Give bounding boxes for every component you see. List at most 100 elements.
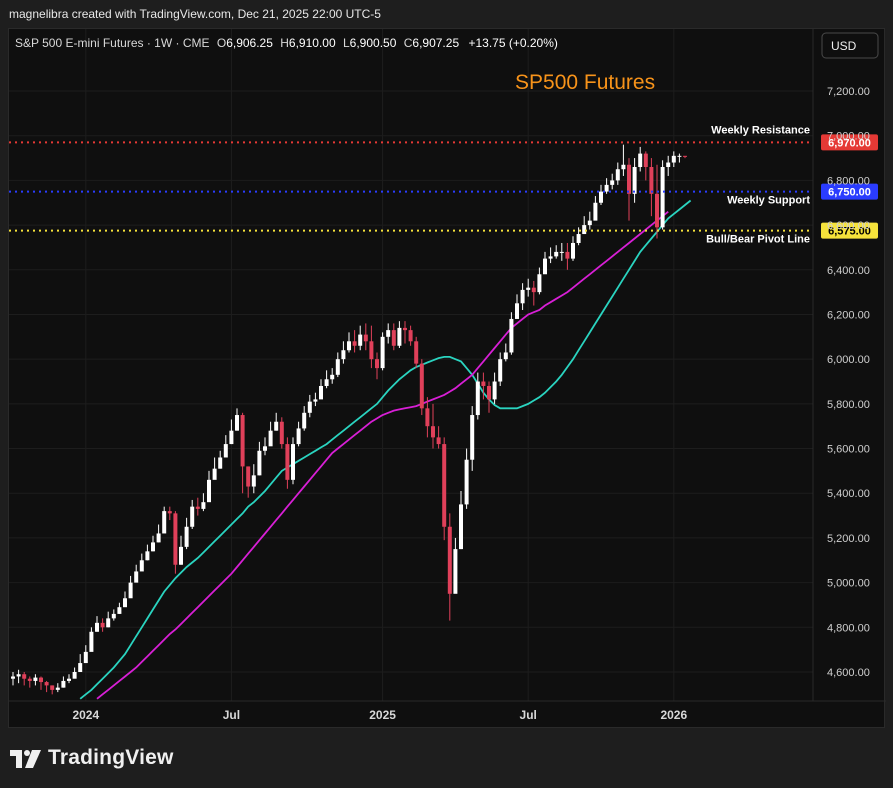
candle[interactable] <box>576 227 581 246</box>
candle[interactable] <box>83 645 88 664</box>
candle[interactable] <box>615 162 620 185</box>
candle[interactable] <box>347 332 351 353</box>
candle[interactable] <box>55 683 60 693</box>
candle[interactable] <box>33 674 38 686</box>
candle-body[interactable] <box>425 408 430 427</box>
candle-body[interactable] <box>492 381 497 400</box>
candle[interactable] <box>78 654 83 672</box>
candle-body[interactable] <box>671 155 676 163</box>
candle-body[interactable] <box>83 651 88 664</box>
candle-body[interactable] <box>212 468 217 480</box>
candle-body[interactable] <box>582 225 587 235</box>
candle-body[interactable] <box>190 506 195 527</box>
candle-body[interactable] <box>67 678 71 681</box>
candle[interactable] <box>263 437 267 456</box>
candle[interactable] <box>649 158 654 217</box>
candle-body[interactable] <box>179 546 183 565</box>
candle-body[interactable] <box>72 672 77 679</box>
candle[interactable] <box>453 537 458 594</box>
candle-body[interactable] <box>386 330 391 337</box>
candle[interactable] <box>655 164 659 239</box>
candle[interactable] <box>632 158 637 203</box>
candle[interactable] <box>207 470 211 503</box>
candle-body[interactable] <box>369 341 374 360</box>
candle[interactable] <box>408 325 413 346</box>
candle[interactable] <box>369 325 374 369</box>
candle[interactable] <box>498 352 503 386</box>
candle[interactable] <box>27 676 32 688</box>
candle[interactable] <box>414 336 419 369</box>
candle[interactable] <box>173 511 178 574</box>
candle[interactable] <box>666 155 671 176</box>
candle-body[interactable] <box>341 350 346 360</box>
candle-body[interactable] <box>375 359 379 369</box>
candle-body[interactable] <box>251 475 256 487</box>
currency-button-frame[interactable] <box>821 32 879 59</box>
candle[interactable] <box>397 321 402 348</box>
candle[interactable] <box>95 616 99 632</box>
candle[interactable] <box>123 591 127 608</box>
candle[interactable] <box>11 672 15 686</box>
candle-body[interactable] <box>246 466 251 487</box>
candle-body[interactable] <box>408 330 413 342</box>
candle[interactable] <box>39 676 43 690</box>
candle[interactable] <box>627 158 631 221</box>
candle-body[interactable] <box>565 251 570 259</box>
candle[interactable] <box>279 417 284 449</box>
candle[interactable] <box>531 280 536 306</box>
candle[interactable] <box>587 211 592 230</box>
candle-body[interactable] <box>599 191 603 203</box>
candle[interactable] <box>111 609 116 621</box>
candle[interactable] <box>543 251 547 275</box>
candle[interactable] <box>565 242 570 270</box>
candle[interactable] <box>190 499 195 529</box>
candle-body[interactable] <box>330 374 335 380</box>
candle[interactable] <box>223 435 228 458</box>
candle[interactable] <box>464 448 469 509</box>
candle[interactable] <box>240 412 245 494</box>
candle-body[interactable] <box>106 618 111 628</box>
candle-body[interactable] <box>319 385 323 400</box>
candle-body[interactable] <box>593 202 598 221</box>
candle-body[interactable] <box>487 385 491 400</box>
candle[interactable] <box>554 245 559 259</box>
candle-body[interactable] <box>268 430 273 447</box>
candle[interactable] <box>683 155 687 159</box>
candle-body[interactable] <box>363 334 368 342</box>
candle-body[interactable] <box>509 318 514 353</box>
candle-body[interactable] <box>201 502 206 509</box>
candle[interactable] <box>559 242 564 261</box>
candle-body[interactable] <box>587 220 592 226</box>
candle[interactable] <box>571 236 575 261</box>
candle-body[interactable] <box>453 549 458 594</box>
candle[interactable] <box>604 178 609 194</box>
candle[interactable] <box>660 160 665 230</box>
candle-body[interactable] <box>543 258 547 275</box>
candle-body[interactable] <box>520 289 525 304</box>
candle[interactable] <box>386 323 391 344</box>
candle-body[interactable] <box>677 155 682 157</box>
candle[interactable] <box>470 406 475 471</box>
candle-body[interactable] <box>554 251 559 257</box>
currency-button-label[interactable]: USD <box>831 39 857 53</box>
candle-body[interactable] <box>22 674 27 679</box>
candle-body[interactable] <box>638 153 643 168</box>
candle[interactable] <box>537 267 542 295</box>
candle[interactable] <box>548 247 553 264</box>
candle-body[interactable] <box>39 677 43 683</box>
candle[interactable] <box>22 672 27 686</box>
candle-body[interactable] <box>11 676 15 679</box>
candle[interactable] <box>201 493 206 512</box>
candle[interactable] <box>475 372 480 420</box>
candle[interactable] <box>184 517 189 550</box>
candle[interactable] <box>218 450 223 469</box>
candle-body[interactable] <box>240 415 245 467</box>
candle[interactable] <box>156 524 161 543</box>
candle[interactable] <box>195 497 200 516</box>
candle[interactable] <box>520 283 525 311</box>
candle[interactable] <box>335 352 340 378</box>
candle-body[interactable] <box>139 560 144 572</box>
candle-body[interactable] <box>78 663 83 672</box>
candle[interactable] <box>582 216 587 235</box>
candle-body[interactable] <box>447 526 452 594</box>
